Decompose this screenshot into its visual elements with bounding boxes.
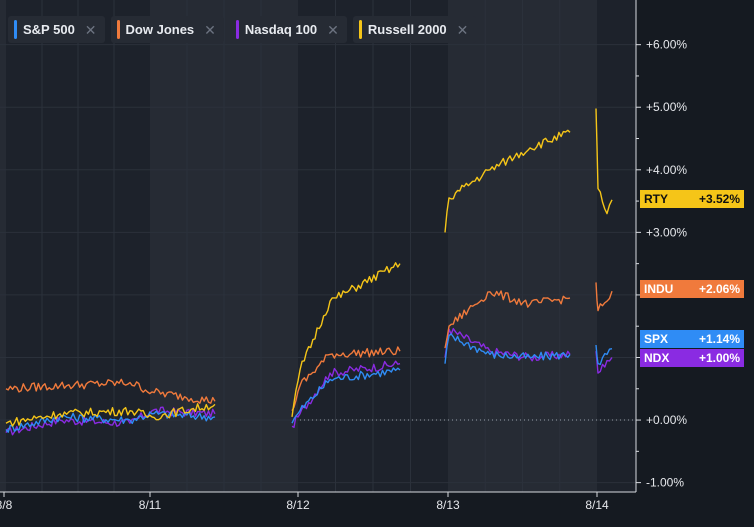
y-tick-label: +3.00%: [646, 225, 687, 239]
value-tag-ndx: [640, 349, 744, 367]
value-tag-spx: [640, 330, 744, 348]
series-line-indu: [5, 282, 613, 412]
x-tick-label: 8/12: [286, 498, 310, 512]
y-axis: +6.00% +5.00% +4.00% +3.00% +0.00% -1.00%: [635, 0, 687, 492]
x-tick-label: 8/11: [139, 498, 162, 512]
legend-chip-nasdaq-100[interactable]: Nasdaq 100 ✕: [229, 16, 347, 43]
series-color-swatch: [235, 20, 239, 39]
session-bands: [0, 0, 636, 492]
value-tag-value: +2.06%: [699, 282, 740, 296]
value-tag-value: +3.52%: [699, 192, 740, 206]
gridlines: [0, 0, 636, 492]
legend-chip-dow-jones[interactable]: Dow Jones ✕: [110, 16, 224, 43]
x-tick-label: 8/14: [585, 498, 609, 512]
close-icon[interactable]: ✕: [327, 21, 339, 38]
close-icon[interactable]: ✕: [204, 21, 216, 38]
y-tick-label: +6.00%: [646, 38, 687, 52]
value-tag-symbol: INDU: [644, 282, 673, 296]
legend-chip-russell-2000[interactable]: Russell 2000 ✕: [352, 16, 477, 43]
value-tag-symbol: NDX: [644, 351, 669, 365]
value-tag-indu: [640, 280, 744, 298]
legend-label: Russell 2000: [367, 22, 447, 37]
legend-label: S&P 500: [23, 22, 75, 37]
series-line-ndx: [5, 327, 613, 436]
value-tag-symbol: SPX: [644, 332, 668, 346]
x-tick-label: 8/13: [436, 498, 460, 512]
x-tick-label: 8/8: [0, 498, 13, 512]
last-value-tags: RTY +3.52% INDU +2.06% SPX +1.14% NDX +1.00%: [640, 190, 744, 367]
legend-chip-sp500[interactable]: S&P 500 ✕: [8, 16, 105, 43]
session-band: [0, 0, 6, 492]
y-tick-label: +5.00%: [646, 100, 687, 114]
value-tag-rty: [640, 190, 744, 208]
value-tag-value: +1.14%: [699, 332, 740, 346]
session-band: [597, 0, 636, 492]
legend-label: Dow Jones: [125, 22, 195, 37]
y-tick-label: +0.00%: [646, 413, 687, 427]
y-tick-label: -1.00%: [646, 476, 684, 490]
series-color-swatch: [116, 20, 120, 39]
series-color-swatch: [358, 20, 362, 39]
value-tag-symbol: RTY: [644, 192, 668, 206]
series-line-rty: [5, 108, 613, 427]
close-icon[interactable]: ✕: [456, 21, 469, 38]
series-line-spx: [5, 333, 613, 433]
value-tag-value: +1.00%: [699, 351, 740, 365]
legend: S&P 500 ✕ Dow Jones ✕ Nasdaq 100 ✕ Russe…: [8, 16, 477, 43]
close-icon[interactable]: ✕: [84, 21, 97, 38]
series-color-swatch: [14, 20, 17, 39]
x-axis: 8/8 8/11 8/12 8/13 8/14: [0, 491, 636, 512]
series-lines: [5, 108, 613, 436]
y-tick-label: +4.00%: [646, 163, 687, 177]
legend-label: Nasdaq 100: [244, 22, 318, 37]
